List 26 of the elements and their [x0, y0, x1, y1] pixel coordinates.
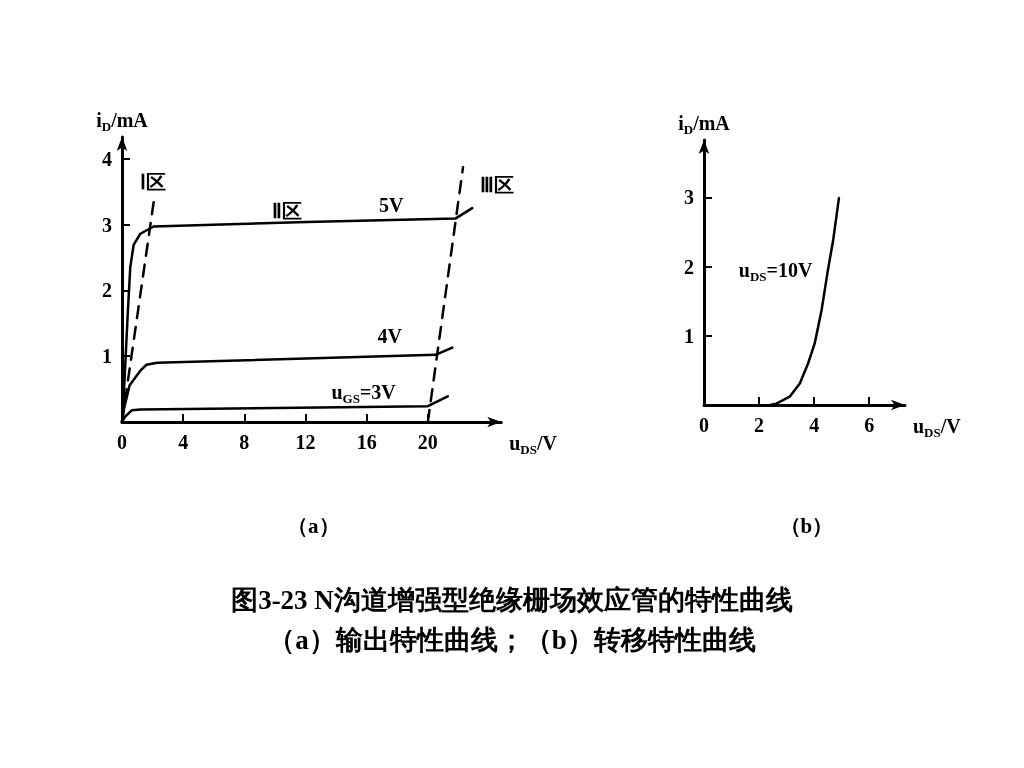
series-label: 5V — [378, 193, 404, 216]
y-tick-label: 2 — [684, 255, 694, 278]
series-label: 4V — [377, 325, 403, 348]
x-tick-label: 12 — [295, 431, 316, 453]
y-tick-label: 1 — [102, 345, 112, 368]
y-tick-label: 2 — [102, 279, 112, 302]
y-tick-label: 3 — [684, 186, 694, 209]
x-tick-label: 0 — [699, 414, 709, 436]
x-tick-label: 0 — [117, 431, 127, 453]
caption: 图3-23 N沟道增强型绝缘栅场效应管的特性曲线 — [230, 584, 794, 617]
x-tick-label: 6 — [864, 414, 875, 436]
x-tick-label: 4 — [809, 414, 820, 436]
y-tick-label: 4 — [102, 147, 112, 170]
x-tick-label: 4 — [178, 431, 189, 453]
y-tick-label: 1 — [684, 324, 694, 347]
annotation: Ⅲ区 — [479, 174, 514, 197]
text: （a） — [287, 513, 340, 538]
y-tick-label: 3 — [102, 213, 112, 236]
text: （b） — [779, 513, 834, 538]
x-tick-label: 20 — [417, 431, 438, 453]
x-tick-label: 16 — [356, 431, 377, 453]
x-tick-label: 8 — [239, 431, 250, 453]
annotation: Ⅰ区 — [139, 170, 166, 193]
x-tick-label: 2 — [754, 414, 765, 436]
text: （a）输出特性曲线；（b）转移特性曲线 — [267, 624, 757, 657]
annotation: Ⅱ区 — [272, 200, 303, 223]
